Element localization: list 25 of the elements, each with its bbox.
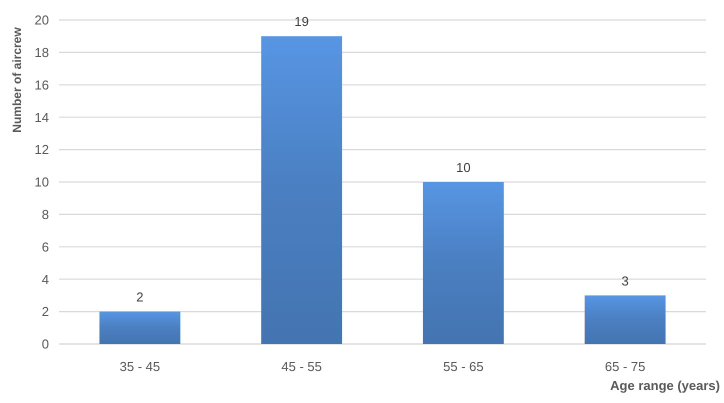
data-label: 3 (622, 273, 629, 288)
x-tick-label: 45 - 55 (281, 359, 322, 374)
bar (422, 182, 504, 344)
bar (261, 36, 342, 344)
y-tick-label: 14 (34, 110, 49, 125)
y-tick-label: 20 (34, 12, 49, 28)
y-tick-label: 4 (42, 272, 49, 287)
y-axis-title: Number of aircrew (10, 26, 24, 133)
x-tick-label: 55 - 65 (443, 359, 484, 374)
y-tick-label: 12 (34, 142, 49, 158)
y-tick-label: 2 (42, 304, 49, 320)
y-tick-label: 6 (42, 239, 49, 254)
y-tick-label: 18 (34, 44, 49, 60)
x-tick-label: 35 - 45 (120, 359, 160, 374)
y-tick-label: 16 (34, 77, 49, 92)
bar (99, 312, 180, 344)
bar (584, 295, 666, 344)
y-tick-label: 8 (42, 206, 49, 222)
y-tick-label: 10 (34, 174, 49, 190)
y-tick-label: 0 (42, 336, 49, 352)
data-label: 2 (136, 290, 144, 305)
x-axis-title: Age range (years) (610, 378, 720, 393)
x-tick-label: 65 - 75 (604, 359, 646, 374)
data-label: 19 (294, 14, 309, 30)
data-label: 10 (456, 160, 471, 175)
